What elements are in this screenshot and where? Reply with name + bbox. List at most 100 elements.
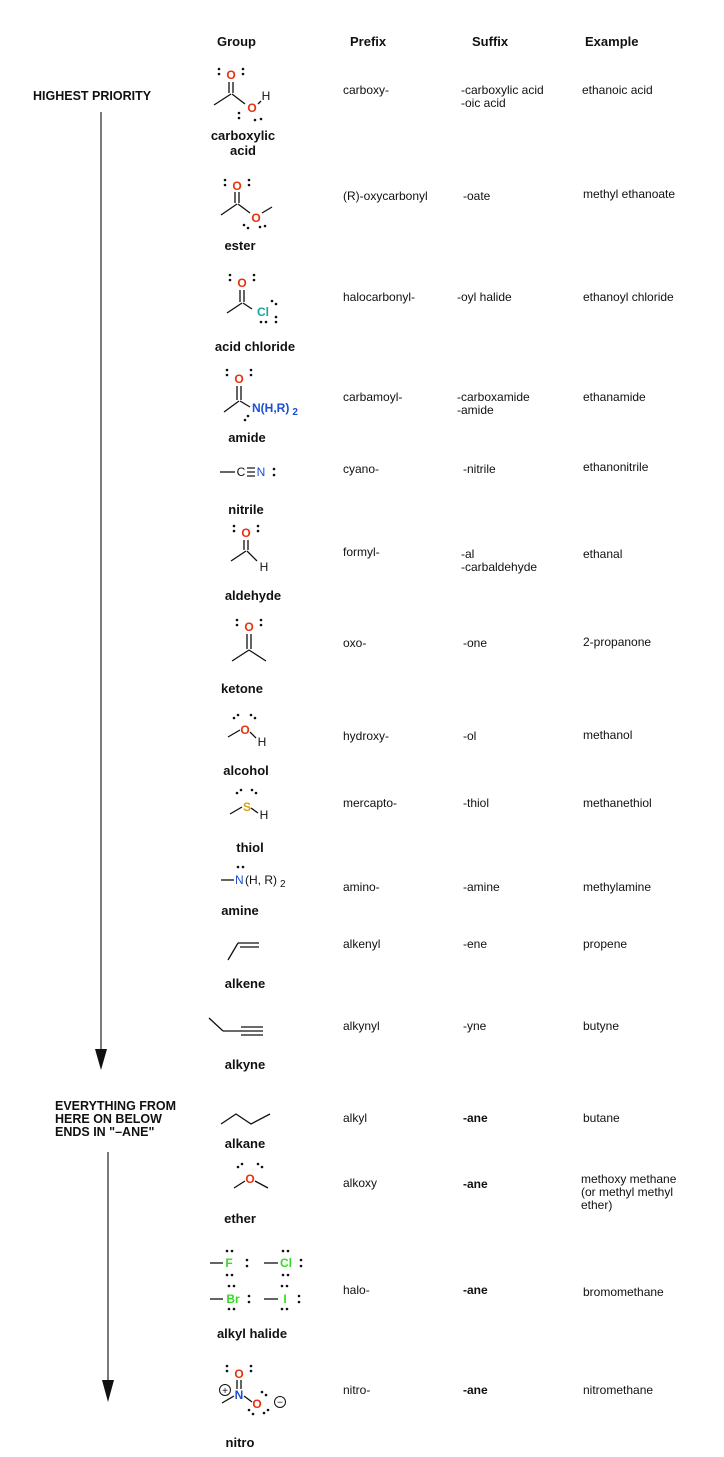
oxygen-atom: O bbox=[240, 723, 249, 737]
suffix-line: -amide bbox=[457, 403, 494, 417]
suffix-thiol: -thiol bbox=[463, 796, 490, 810]
group-name-amine: amine bbox=[221, 903, 259, 918]
example-thiol: methanethiol bbox=[583, 796, 652, 810]
structure-ester: O O bbox=[220, 178, 273, 230]
group-name-ester: ester bbox=[224, 238, 256, 253]
structure-ether: O bbox=[233, 1162, 269, 1189]
negative-charge-sign: − bbox=[277, 1398, 283, 1409]
lone-pair-dots bbox=[235, 788, 258, 795]
chlorine-atom: Cl bbox=[257, 305, 269, 319]
prefix-acid-chloride: halocarbonyl- bbox=[343, 290, 416, 304]
lone-pair-dots bbox=[223, 178, 267, 230]
oxygen-atom: O bbox=[232, 179, 241, 193]
suffix-line: -carbaldehyde bbox=[461, 560, 538, 574]
oxygen-atom: O bbox=[247, 101, 256, 115]
oxygen-atom: O bbox=[244, 620, 253, 634]
example-line: ether) bbox=[581, 1198, 613, 1212]
amide-nitrogen-group: N(H,R) 2 bbox=[252, 401, 298, 418]
negative-charge-icon bbox=[274, 1396, 286, 1408]
suffix-line: -oic acid bbox=[461, 96, 506, 110]
iodine-atom: I bbox=[283, 1292, 286, 1306]
amide-n-text: N(H,R) bbox=[252, 401, 289, 415]
example-alkane: butane bbox=[583, 1111, 620, 1125]
structure-ketone: O bbox=[231, 618, 267, 662]
lone-pair-dots bbox=[272, 467, 276, 477]
lone-pair-dots bbox=[232, 713, 257, 720]
lone-pair-dots bbox=[235, 618, 263, 627]
group-name-ether: ether bbox=[224, 1211, 256, 1226]
hydrogen-atom: H bbox=[260, 560, 269, 574]
structure-amide: O N(H,R) 2 bbox=[223, 368, 298, 422]
prefix-thiol: mercapto- bbox=[343, 796, 398, 810]
everything-below-label: EVERYTHING FROM HERE ON BELOW ENDS IN "–… bbox=[55, 1100, 176, 1139]
hydrogen-atom: H bbox=[258, 735, 267, 749]
suffix-nitrile: -nitrile bbox=[463, 462, 496, 476]
group-name-alkene: alkene bbox=[224, 976, 266, 991]
group-name-line: acid bbox=[229, 143, 256, 158]
structure-alkene bbox=[227, 942, 259, 961]
structure-alcohol: O H bbox=[227, 713, 267, 749]
suffix-aldehyde: -al -carbaldehyde bbox=[461, 548, 537, 574]
example-nitrile: ethanonitrile bbox=[583, 460, 649, 474]
oxygen-atom: O bbox=[241, 526, 250, 540]
everything-below-line-2: HERE ON BELOW bbox=[55, 1112, 162, 1126]
prefix-carboxylic-acid: carboxy- bbox=[343, 83, 390, 97]
suffix-ether: -ane bbox=[463, 1177, 488, 1191]
prefix-alkyne: alkynyl bbox=[343, 1019, 380, 1033]
structure-alkyne bbox=[208, 1017, 263, 1036]
example-ester: methyl ethanoate bbox=[583, 187, 676, 201]
example-acid-chloride: ethanoyl chloride bbox=[583, 290, 674, 304]
bromine-atom: Br bbox=[226, 1292, 240, 1306]
oxygen-atom: O bbox=[252, 1397, 261, 1411]
structure-acid-chloride: O Cl bbox=[226, 273, 278, 324]
structure-nitro: O N O + − bbox=[219, 1364, 286, 1416]
prefix-alcohol: hydroxy- bbox=[343, 729, 390, 743]
example-nitro: nitromethane bbox=[583, 1383, 654, 1397]
suffix-amine: -amine bbox=[463, 880, 500, 894]
hydrogen-atom: H bbox=[262, 89, 271, 103]
nitrogen-atom: N bbox=[235, 1388, 244, 1402]
everything-below-line-3: ENDS IN "–ANE" bbox=[55, 1125, 155, 1139]
amine-rest-text: (H, R) bbox=[245, 873, 277, 887]
lone-pair-dots bbox=[280, 1284, 301, 1311]
oxygen-atom: O bbox=[245, 1172, 254, 1186]
everything-below-line-1: EVERYTHING FROM bbox=[55, 1099, 177, 1113]
structure-amine: N (H, R) 2 bbox=[221, 865, 286, 890]
group-name-nitro: nitro bbox=[225, 1435, 255, 1450]
group-name-acid-chloride: acid chloride bbox=[214, 339, 296, 354]
priority-arrow-head-bottom bbox=[102, 1380, 114, 1402]
prefix-ketone: oxo- bbox=[343, 636, 367, 650]
prefix-ether: alkoxy bbox=[343, 1176, 378, 1190]
header-group: Group bbox=[217, 34, 256, 49]
positive-charge-sign: + bbox=[222, 1386, 228, 1397]
sulfur-atom: S bbox=[243, 800, 251, 814]
prefix-alkane: alkyl bbox=[343, 1111, 368, 1125]
group-name-aldehyde: aldehyde bbox=[224, 588, 282, 603]
group-name-alcohol: alcohol bbox=[223, 763, 269, 778]
group-name-ketone: ketone bbox=[221, 681, 263, 696]
subscript-two: 2 bbox=[292, 407, 298, 418]
structure-carboxylic-acid: O O H bbox=[213, 67, 271, 122]
carbon-atom: C bbox=[237, 465, 246, 479]
subscript-two: 2 bbox=[280, 879, 286, 890]
lone-pair-dots bbox=[225, 1249, 249, 1277]
example-ether: methoxy methane (or methyl methyl ether) bbox=[581, 1173, 676, 1212]
nitrogen-atom: N bbox=[257, 465, 266, 479]
example-alkyl-halide: bromomethane bbox=[583, 1285, 664, 1299]
lone-pair-dots bbox=[236, 865, 245, 869]
prefix-amine: amino- bbox=[343, 880, 380, 894]
example-aldehyde: ethanal bbox=[583, 547, 623, 561]
amine-substituents: (H, R) 2 bbox=[245, 873, 286, 890]
lone-pair-dots bbox=[225, 1364, 270, 1416]
group-name-line: carboxylic bbox=[210, 128, 276, 143]
suffix-alcohol: -ol bbox=[463, 729, 477, 743]
structure-alkyl-halides: F Cl Br I bbox=[210, 1249, 303, 1311]
prefix-nitro: nitro- bbox=[343, 1383, 371, 1397]
example-line: (or methyl methyl bbox=[581, 1185, 674, 1199]
prefix-alkene: alkenyl bbox=[343, 937, 381, 951]
nitrogen-atom: N bbox=[235, 873, 244, 887]
suffix-alkane: -ane bbox=[463, 1111, 488, 1125]
group-name-alkyne: alkyne bbox=[224, 1057, 266, 1072]
suffix-nitro: -ane bbox=[463, 1383, 488, 1397]
lone-pair-dots bbox=[217, 67, 263, 122]
